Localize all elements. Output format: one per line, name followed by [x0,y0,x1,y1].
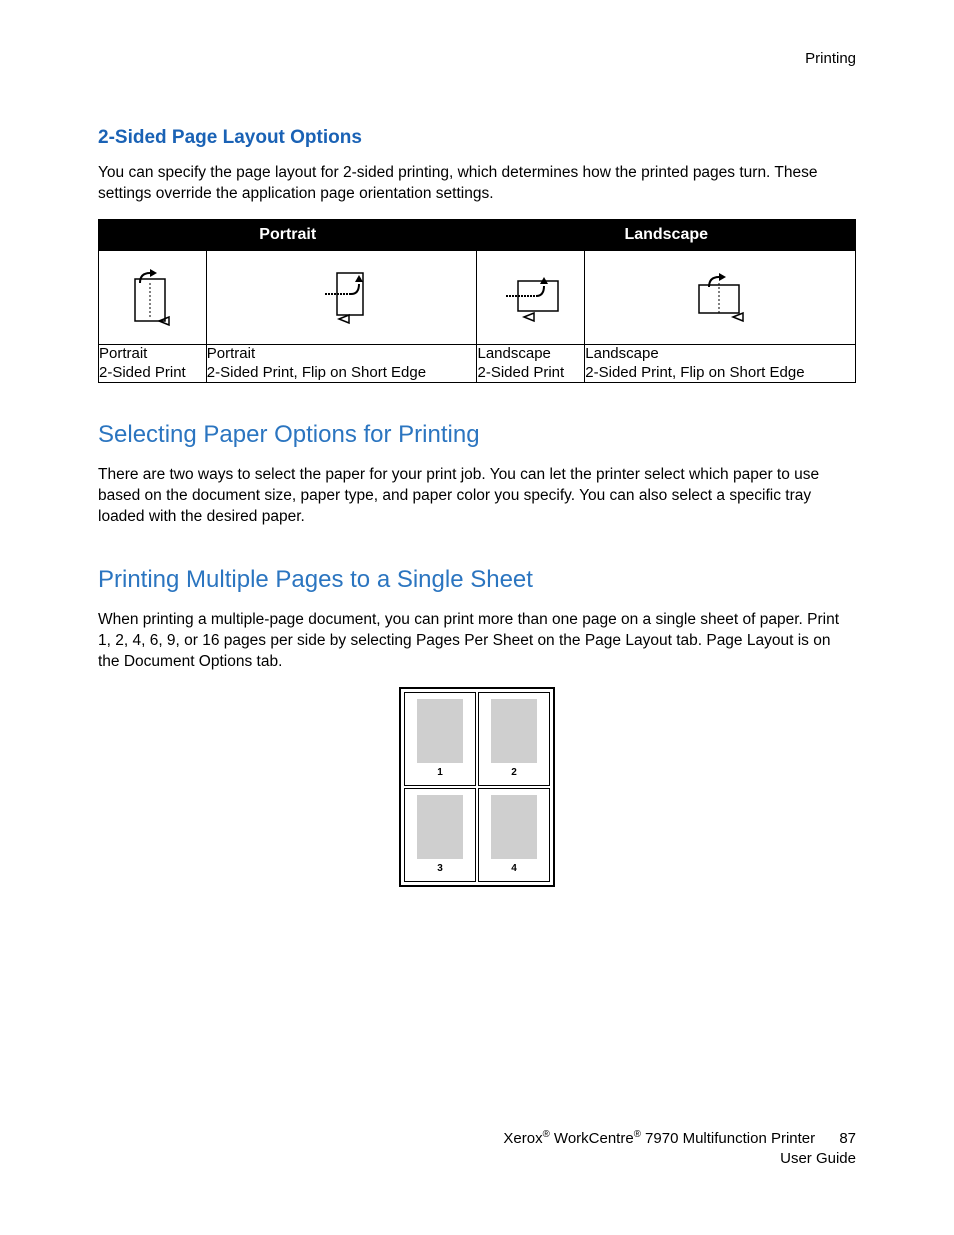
nup-cell-4: 4 [478,788,550,882]
cell-line2: 2-Sided Print, Flip on Short Edge [585,364,855,383]
icon-portrait-2sided [99,250,207,344]
cell-portrait-2sided: Portrait 2-Sided Print [99,344,207,383]
page-footer: Xerox® WorkCentre® 7970 Multifunction Pr… [503,1128,856,1170]
footer-product: 7970 Multifunction Printer [641,1130,815,1147]
th-landscape: Landscape [477,219,856,250]
cell-line2: 2-Sided Print [99,364,206,383]
cell-line1: Portrait [207,345,477,364]
nup-label: 3 [437,863,443,874]
page-header-section: Printing [98,50,856,67]
cell-landscape-flip-short: Landscape 2-Sided Print, Flip on Short E… [585,344,856,383]
cell-line1: Landscape [477,345,584,364]
nup-cell-2: 2 [478,692,550,786]
cell-line2: 2-Sided Print [477,364,584,383]
table-icon-row [99,250,856,344]
cell-landscape-2sided: Landscape 2-Sided Print [477,344,585,383]
heading-multiple-pages: Printing Multiple Pages to a Single Shee… [98,566,856,594]
footer-line2: User Guide [503,1149,856,1169]
page-number: 87 [839,1129,856,1149]
cell-portrait-flip-short: Portrait 2-Sided Print, Flip on Short Ed… [206,344,477,383]
cell-line1: Landscape [585,345,855,364]
footer-brand-workcentre: WorkCentre [550,1130,634,1147]
icon-landscape-flip-short [585,250,856,344]
layout-options-table: Portrait Landscape [98,219,856,384]
heading-paper-options: Selecting Paper Options for Printing [98,421,856,449]
table-label-row: Portrait 2-Sided Print Portrait 2-Sided … [99,344,856,383]
reg-mark: ® [634,1129,641,1140]
body-2sided-options: You can specify the page layout for 2-si… [98,163,856,205]
nup-label: 2 [511,767,517,778]
nup-thumb [491,795,537,859]
portrait-flip-long-icon [117,263,187,327]
nup-label: 4 [511,863,517,874]
nup-figure: 1 2 3 4 [98,687,856,887]
nup-thumb [417,795,463,859]
th-portrait: Portrait [99,219,477,250]
nup-thumb [491,699,537,763]
footer-line1: Xerox® WorkCentre® 7970 Multifunction Pr… [503,1128,856,1149]
nup-label: 1 [437,767,443,778]
portrait-flip-short-icon [307,263,377,327]
icon-portrait-flip-short [206,250,477,344]
landscape-flip-long-icon [496,263,566,327]
cell-line2: 2-Sided Print, Flip on Short Edge [207,364,477,383]
footer-brand-xerox: Xerox [503,1130,542,1147]
heading-2sided-options: 2-Sided Page Layout Options [98,127,856,149]
nup-thumb [417,699,463,763]
landscape-flip-short-icon [685,263,755,327]
cell-line1: Portrait [99,345,206,364]
reg-mark: ® [543,1129,550,1140]
nup-cell-1: 1 [404,692,476,786]
table-header-row: Portrait Landscape [99,219,856,250]
body-multiple-pages: When printing a multiple-page document, … [98,610,856,673]
nup-cell-3: 3 [404,788,476,882]
body-paper-options: There are two ways to select the paper f… [98,465,856,528]
icon-landscape-2sided [477,250,585,344]
